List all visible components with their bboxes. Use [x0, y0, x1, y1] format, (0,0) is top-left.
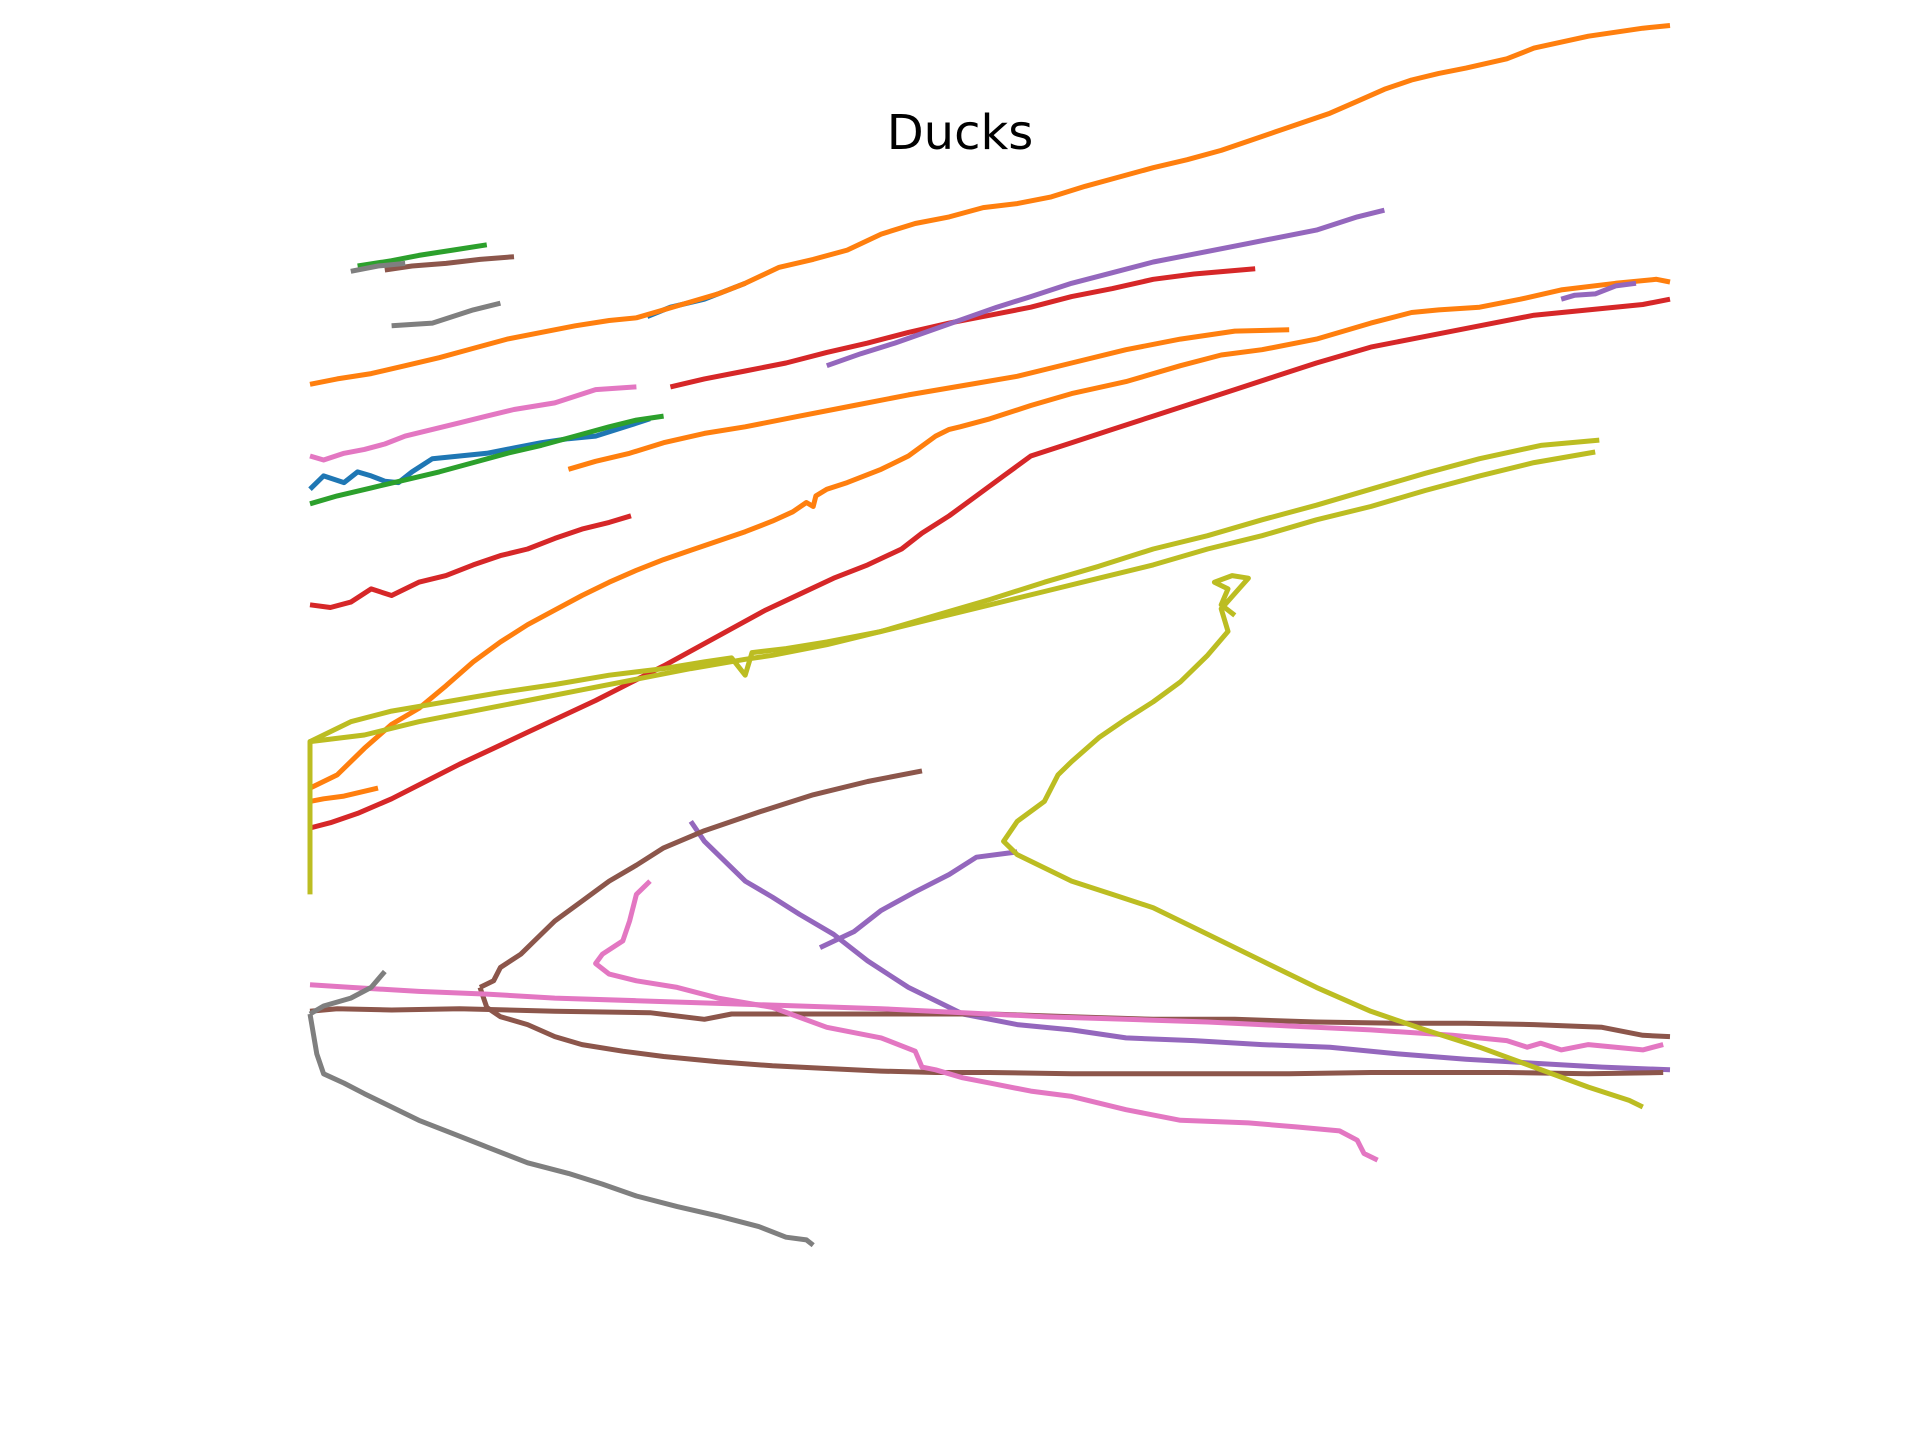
series-line-7	[309, 413, 664, 507]
series-line-23	[307, 1013, 815, 1248]
series-line-10	[309, 513, 632, 610]
series-line-28	[308, 437, 1600, 744]
series-line-13	[688, 819, 1671, 1073]
series-line-5	[567, 327, 1290, 472]
series-line-6	[309, 785, 379, 804]
series-line-24	[308, 969, 387, 1017]
series-line-27	[307, 449, 1596, 895]
series-line-18	[477, 986, 1664, 1077]
series-line-20	[309, 384, 637, 463]
chart-title: Ducks	[886, 105, 1034, 161]
series-line-9	[309, 296, 1671, 831]
series-line-3	[308, 276, 1671, 791]
series-line-25	[350, 260, 406, 274]
series-line-22	[593, 879, 1379, 1163]
series-line-14	[825, 207, 1385, 369]
series-line-19	[384, 254, 515, 273]
series-line-21	[309, 982, 1664, 1053]
series-line-12	[818, 849, 1018, 950]
series-line-17	[478, 768, 923, 990]
series-line-15	[1560, 280, 1637, 302]
series-line-4	[309, 23, 1671, 387]
series-line-29	[1001, 573, 1644, 1110]
series-layer	[307, 23, 1671, 1248]
series-line-26	[391, 300, 501, 329]
series-line-8	[357, 242, 488, 269]
